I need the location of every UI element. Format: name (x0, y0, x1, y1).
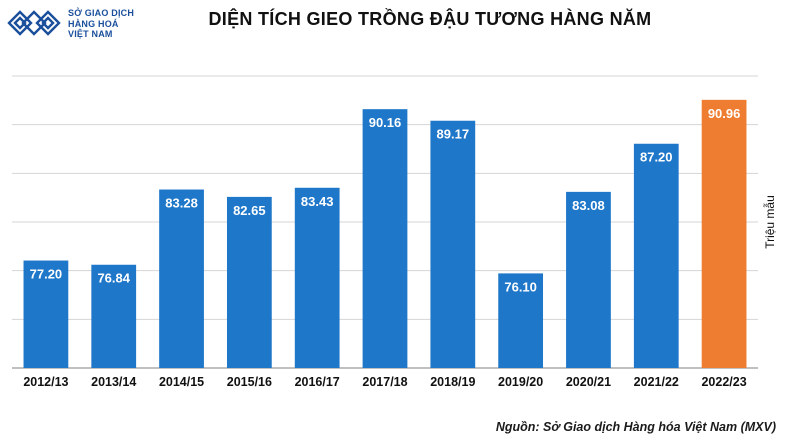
bar (294, 187, 340, 368)
x-tick-label: 2018/19 (430, 375, 475, 389)
data-label: 90.16 (369, 115, 402, 130)
logo-line-3: VIỆT NAM (68, 29, 113, 39)
source-note: Nguồn: Sở Giao dịch Hàng hóa Việt Nam (M… (495, 420, 776, 434)
data-label: 82.65 (233, 203, 266, 218)
bar (633, 143, 679, 368)
logo-text: SỞ GIAO DỊCH HÀNG HOÁ VIỆT NAM (68, 8, 160, 40)
data-label: 87.20 (640, 150, 673, 165)
logo-line-2: HÀNG HOÁ (68, 18, 119, 29)
x-tick-label: 2020/21 (566, 375, 611, 389)
x-tick-label: 2017/18 (362, 375, 407, 389)
bar (430, 120, 476, 368)
bar (362, 109, 408, 368)
x-tick-label: 2014/15 (159, 375, 204, 389)
logo: SỞ GIAO DỊCH HÀNG HOÁ VIỆT NAM (6, 6, 156, 40)
x-tick-label: 2012/13 (23, 375, 68, 389)
x-tick-label: 2021/22 (634, 375, 679, 389)
bar (23, 260, 69, 368)
data-label: 77.20 (30, 267, 63, 282)
bar (91, 264, 137, 368)
bar (566, 191, 611, 368)
logo-line-1: SỞ GIAO DỊCH (68, 8, 135, 18)
x-tick-label: 2013/14 (91, 375, 136, 389)
data-label: 83.28 (165, 196, 198, 211)
x-tick-label: 2015/16 (227, 375, 272, 389)
y-axis-label: Triệu mẫu (762, 195, 777, 249)
data-label: 90.96 (708, 106, 741, 121)
x-tick-label: 2016/17 (295, 375, 340, 389)
data-label: 76.10 (504, 279, 537, 294)
data-label: 83.43 (301, 194, 334, 209)
page-title: DIỆN TÍCH GIEO TRỒNG ĐẬU TƯƠNG HÀNG NĂM (208, 9, 652, 29)
data-label: 83.08 (572, 198, 605, 213)
x-tick-label: 2022/23 (701, 375, 746, 389)
x-tick-label: 2019/20 (498, 375, 543, 389)
data-label: 89.17 (437, 127, 470, 142)
bar (226, 196, 272, 368)
bar (498, 273, 544, 368)
bar (159, 189, 204, 368)
data-label: 76.84 (97, 271, 130, 286)
logo-mark-icon (7, 10, 61, 36)
bar (701, 99, 747, 368)
